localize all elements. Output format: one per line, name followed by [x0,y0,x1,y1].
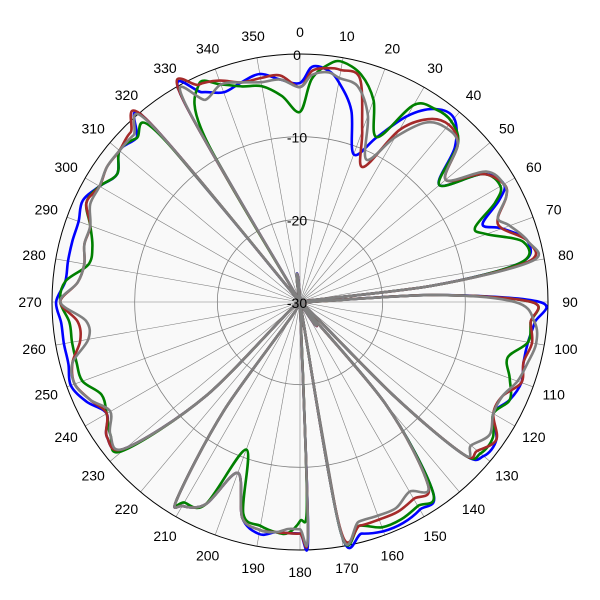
outer-ring [51,53,549,551]
angle-tick-label: 180 [288,564,312,580]
series-layer [54,59,548,552]
grid-spoke [66,301,301,388]
angle-tick-label: 150 [423,528,447,544]
grid-spoke [140,301,301,493]
angle-tick-label: 300 [54,159,78,175]
angle-tick-label: 120 [522,429,546,445]
angle-tick-label: 50 [499,120,515,136]
angle-tick-label: 230 [81,468,105,484]
grid-spoke [109,142,301,303]
radial-tick-label: -10 [287,130,307,146]
radial-labels: 0 -10 -20 -30 [287,47,307,311]
angle-tick-label: 20 [385,40,401,56]
angle-tick-label: 340 [196,40,220,56]
angle-tick-label: 310 [81,120,105,136]
grid-spoke [85,301,301,427]
grid-spoke [109,301,301,462]
grid-spoke [214,301,301,536]
grid-spoke [299,216,534,303]
grid-spoke [175,301,301,517]
angle-tick-label: 260 [22,341,46,357]
angle-tick-label: 70 [546,202,562,218]
angle-tick-label: 270 [18,294,42,310]
grid-spoke [299,57,344,303]
grid-spoke [299,301,386,536]
grid-spoke [66,216,301,303]
angle-labels: 0 10 20 30 40 50 60 70 80 90 100 110 120 130 140 150 160… [18,24,578,580]
angle-tick-label: 290 [35,202,59,218]
radial-tick-label: -20 [287,212,307,228]
angle-tick-label: 100 [554,341,578,357]
grid-spoke [214,68,301,303]
grid-spoke [256,57,301,303]
angle-tick-label: 160 [381,548,405,564]
angle-tick-label: 250 [35,386,59,402]
angle-tick-label: 10 [339,28,355,44]
grid-spoke [299,301,534,388]
angle-tick-label: 220 [115,501,139,517]
angle-tick-label: 130 [495,468,519,484]
grid-spoke [299,301,491,462]
grid-spoke [299,68,386,303]
grid-spoke [55,258,301,303]
grid-spoke [299,111,460,303]
angle-tick-label: 90 [562,294,578,310]
angle-tick-label: 170 [335,560,359,576]
angle-tick-label: 40 [466,87,482,103]
grid-spoke [299,301,425,517]
grid-spoke [55,301,301,346]
angle-tick-label: 30 [427,60,443,76]
grid-spoke [299,301,515,427]
grid-spoke [299,142,491,303]
grid-spoke [299,177,515,303]
series-line-4 [58,70,540,548]
radial-tick-label: -30 [287,295,307,311]
angle-tick-label: 0 [296,24,304,40]
angle-tick-label: 140 [462,501,486,517]
angle-tick-label: 190 [241,560,265,576]
angle-tick-label: 200 [196,548,220,564]
grid-spoke [256,301,301,547]
angle-tick-label: 280 [22,247,46,263]
grid-spoke [299,258,545,303]
angle-tick-label: 210 [153,528,177,544]
grid-spoke [299,301,545,346]
grid-spoke [85,177,301,303]
angle-tick-label: 110 [543,386,566,402]
angle-tick-label: 320 [115,87,139,103]
angle-tick-label: 350 [241,28,265,44]
angle-tick-label: 330 [153,60,177,76]
angle-tick-label: 80 [558,247,574,263]
grid-spoke [299,87,425,303]
radial-tick-label: 0 [293,47,301,63]
angle-tick-label: 240 [54,429,78,445]
angle-tick-label: 60 [526,159,542,175]
